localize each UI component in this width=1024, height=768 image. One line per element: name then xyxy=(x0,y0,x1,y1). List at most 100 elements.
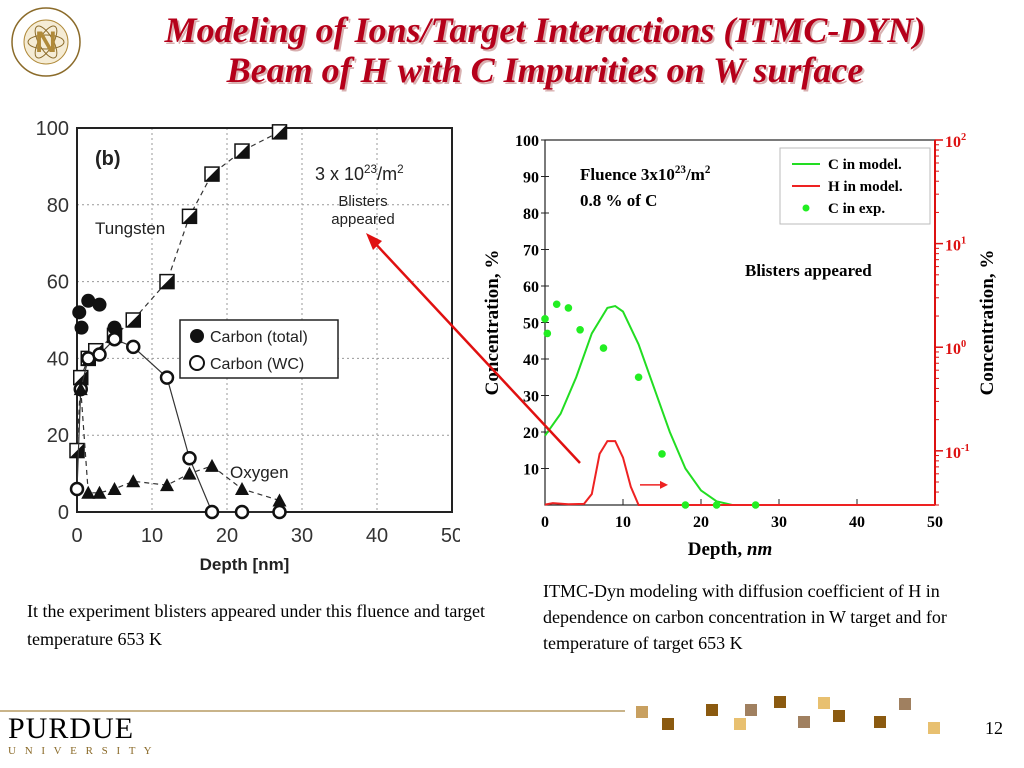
carbon-total-point xyxy=(74,320,89,335)
tungsten-point-fill xyxy=(205,167,219,182)
right-tick-label: 10-1 xyxy=(945,443,970,462)
x-tick-label: 50 xyxy=(441,525,460,547)
y-tick-label: 10 xyxy=(523,462,539,479)
x-tick-label: 10 xyxy=(615,514,631,531)
panel-label: (b) xyxy=(95,148,121,170)
x-tick-label: 20 xyxy=(693,514,709,531)
carbon-wc-point xyxy=(69,481,85,497)
y-tick-label: 60 xyxy=(523,279,539,296)
oxygen-point xyxy=(81,485,96,499)
decorative-square xyxy=(818,697,830,709)
carbon-total-point xyxy=(72,305,87,320)
y-tick-label: 80 xyxy=(523,206,539,223)
right-tick-label: 101 xyxy=(945,236,966,255)
oxygen-label: Oxygen xyxy=(230,463,289,482)
y-axis-label-left: Concentration, % xyxy=(482,250,503,396)
y-tick-label: 80 xyxy=(47,195,69,217)
decorative-square xyxy=(928,722,940,734)
legend-marker-open-circle xyxy=(189,355,205,371)
series-line-h-in-model- xyxy=(544,440,935,506)
c-exp-point xyxy=(751,501,760,509)
decorative-square xyxy=(734,718,746,730)
c-exp-point xyxy=(564,304,573,312)
logo-letter: N xyxy=(35,26,57,59)
y-tick-label: 30 xyxy=(523,389,539,406)
decorative-square xyxy=(899,698,911,710)
legend-label: H in model. xyxy=(828,179,903,195)
blisters-label: Blisters appeared xyxy=(745,261,872,280)
x-tick-label: 0 xyxy=(541,514,549,531)
decorative-square xyxy=(745,704,757,716)
carbon-wc-point xyxy=(159,370,175,385)
legend-label: Carbon (total) xyxy=(210,329,308,346)
y-tick-label: 40 xyxy=(47,348,69,370)
legend-label: C in exp. xyxy=(828,201,885,217)
carbon-wc-point xyxy=(204,504,220,520)
purdue-wordmark: PURDUE U N I V E R S I T Y xyxy=(8,714,155,758)
y-tick-label: 20 xyxy=(47,425,69,447)
blisters-label: appeared xyxy=(331,211,394,228)
c-exp-point xyxy=(599,344,608,352)
carbon-wc-point xyxy=(92,347,107,362)
tungsten-label: Tungsten xyxy=(95,219,165,238)
y-tick-label: 40 xyxy=(523,352,539,369)
x-tick-label: 20 xyxy=(216,525,238,547)
page-number: 12 xyxy=(985,718,1003,738)
footer-rule xyxy=(0,710,625,712)
decorative-square xyxy=(798,716,810,728)
carbon-fraction-annotation: 0.8 % of C xyxy=(580,191,657,210)
oxygen-point xyxy=(107,481,122,495)
right-tick-label: 102 xyxy=(945,132,966,151)
legend-label: Carbon (WC) xyxy=(210,356,304,373)
x-tick-label: 10 xyxy=(141,525,163,547)
c-exp-point xyxy=(541,315,549,323)
c-exp-point xyxy=(552,300,561,309)
y-tick-label: 100 xyxy=(36,118,69,140)
x-axis-label: Depth [nm] xyxy=(200,555,290,574)
c-exp-point xyxy=(681,501,690,509)
fluence-annotation: Fluence 3x1023/m2 xyxy=(580,164,711,184)
tungsten-point-fill xyxy=(272,124,287,139)
caption-left: It the experiment blisters appeared unde… xyxy=(27,601,485,649)
fluence-annotation: 3 x 1023/m2 xyxy=(315,163,404,184)
c-exp-point xyxy=(712,501,721,509)
carbon-total-point xyxy=(81,293,96,308)
oxygen-point xyxy=(235,481,249,495)
carbon-wc-point xyxy=(126,339,141,355)
slide-title: Modeling of Ions/Target Interactions (IT… xyxy=(95,10,995,90)
x-tick-label: 40 xyxy=(366,525,388,547)
tungsten-point-fill xyxy=(235,144,249,159)
title-line-2: Beam of H with C Impurities on W surface xyxy=(226,50,864,90)
c-exp-point xyxy=(658,450,666,458)
tungsten-point-fill xyxy=(126,313,141,327)
y-axis-label-right: Concentration, % xyxy=(977,250,998,396)
c-exp-point xyxy=(543,329,552,338)
y-tick-label: 20 xyxy=(523,425,539,442)
legend: Carbon (total) Carbon (WC) xyxy=(179,319,339,379)
carbon-total-point xyxy=(92,297,107,312)
carbon-wc-point xyxy=(107,331,122,347)
x-tick-label: 30 xyxy=(771,514,787,531)
oxygen-point xyxy=(160,478,174,492)
purdue-name: PURDUE xyxy=(8,712,135,745)
y-tick-label: 0 xyxy=(58,502,69,524)
right-tick-label: 100 xyxy=(945,339,966,358)
decorative-square xyxy=(636,706,648,718)
chart-itmc-dyn: 10 20 30 40 50 60 70 80 90 100 0 10 20 30 40 50 102 101 10… xyxy=(482,132,998,560)
purdue-sub: U N I V E R S I T Y xyxy=(8,745,155,757)
oxygen-point xyxy=(126,474,141,488)
decorative-square xyxy=(833,710,845,722)
x-tick-label: 0 xyxy=(71,525,82,547)
series-line-oxygen xyxy=(80,389,280,502)
oxygen-point xyxy=(73,382,88,396)
carbon-wc-point xyxy=(272,504,287,520)
legend-label: C in model. xyxy=(828,157,902,173)
tungsten-point-fill xyxy=(182,209,197,224)
tungsten-point-fill xyxy=(70,443,84,458)
y-tick-label: 60 xyxy=(47,272,69,294)
title-line-1: Modeling of Ions/Target Interactions (IT… xyxy=(164,10,926,50)
carbon-wc-point xyxy=(234,504,250,520)
y-tick-label: 50 xyxy=(523,316,539,333)
x-tick-label: 50 xyxy=(927,514,943,531)
decorative-square xyxy=(662,718,674,730)
